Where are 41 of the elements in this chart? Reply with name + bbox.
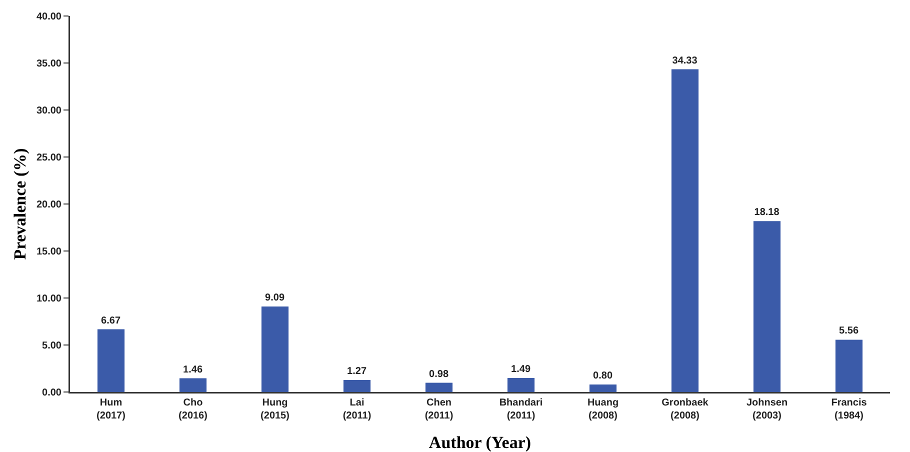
bar — [589, 384, 617, 392]
bar — [425, 382, 453, 392]
data-label: 34.33 — [672, 55, 698, 66]
data-label: 1.27 — [347, 366, 367, 378]
y-tick-label: 30.00 — [36, 106, 62, 116]
y-tick-label: 25.00 — [36, 152, 62, 164]
bar — [179, 378, 207, 392]
x-tick-label: Johnsen (2003) — [746, 398, 788, 422]
x-tick-label: Lai (2011) — [342, 398, 372, 422]
x-tick-label: Hum (2017) — [96, 398, 126, 422]
bar — [343, 380, 371, 392]
y-axis-title: Prevalence (%) — [10, 148, 30, 260]
bar — [753, 221, 781, 392]
x-axis-title: Author (Year) — [428, 433, 532, 452]
data-label: 0.98 — [429, 368, 449, 380]
bar — [835, 340, 863, 392]
data-label: 0.80 — [593, 370, 613, 382]
x-tick-label: Huang (2008) — [587, 398, 619, 422]
data-label: 18.18 — [754, 207, 780, 218]
data-label: 9.09 — [265, 292, 285, 304]
x-tick-label: Cho (2016) — [178, 398, 208, 422]
y-tick-label: 20.00 — [36, 200, 62, 210]
data-label: 1.46 — [183, 364, 203, 376]
x-tick-label: Chen (2011) — [424, 398, 454, 422]
bar — [97, 329, 125, 392]
x-tick-label: Bhandari (2011) — [499, 398, 543, 422]
x-tick-label: Francis (1984) — [831, 398, 868, 422]
x-tick-label: Gronbaek (2008) — [662, 398, 709, 422]
bar — [507, 378, 535, 392]
data-label: 6.67 — [101, 315, 121, 326]
y-tick-label: 15.00 — [36, 246, 62, 258]
x-tick-label: Hung (2015) — [260, 398, 290, 422]
y-tick-label: 0.00 — [42, 388, 62, 398]
data-label: 5.56 — [839, 326, 859, 337]
data-label: 1.49 — [511, 364, 531, 375]
y-tick-label: 40.00 — [36, 12, 62, 22]
bar — [261, 306, 289, 392]
bar — [671, 69, 699, 392]
y-tick-label: 5.00 — [42, 340, 62, 352]
y-tick-label: 10.00 — [36, 294, 62, 304]
y-tick-label: 35.00 — [36, 58, 62, 70]
